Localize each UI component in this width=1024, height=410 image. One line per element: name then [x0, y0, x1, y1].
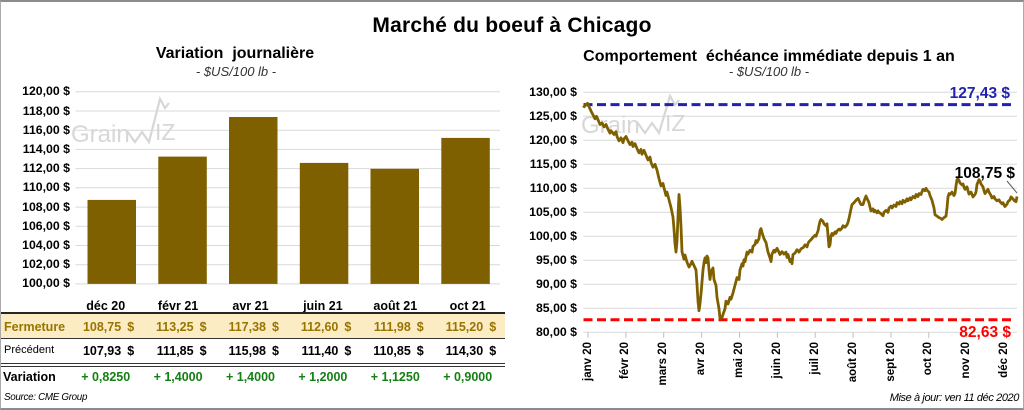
- svg-text:IZ: IZ: [665, 110, 685, 136]
- svg-text:Grain: Grain: [581, 112, 640, 139]
- svg-text:Grain: Grain: [71, 121, 130, 148]
- svg-text:IZ: IZ: [155, 119, 175, 145]
